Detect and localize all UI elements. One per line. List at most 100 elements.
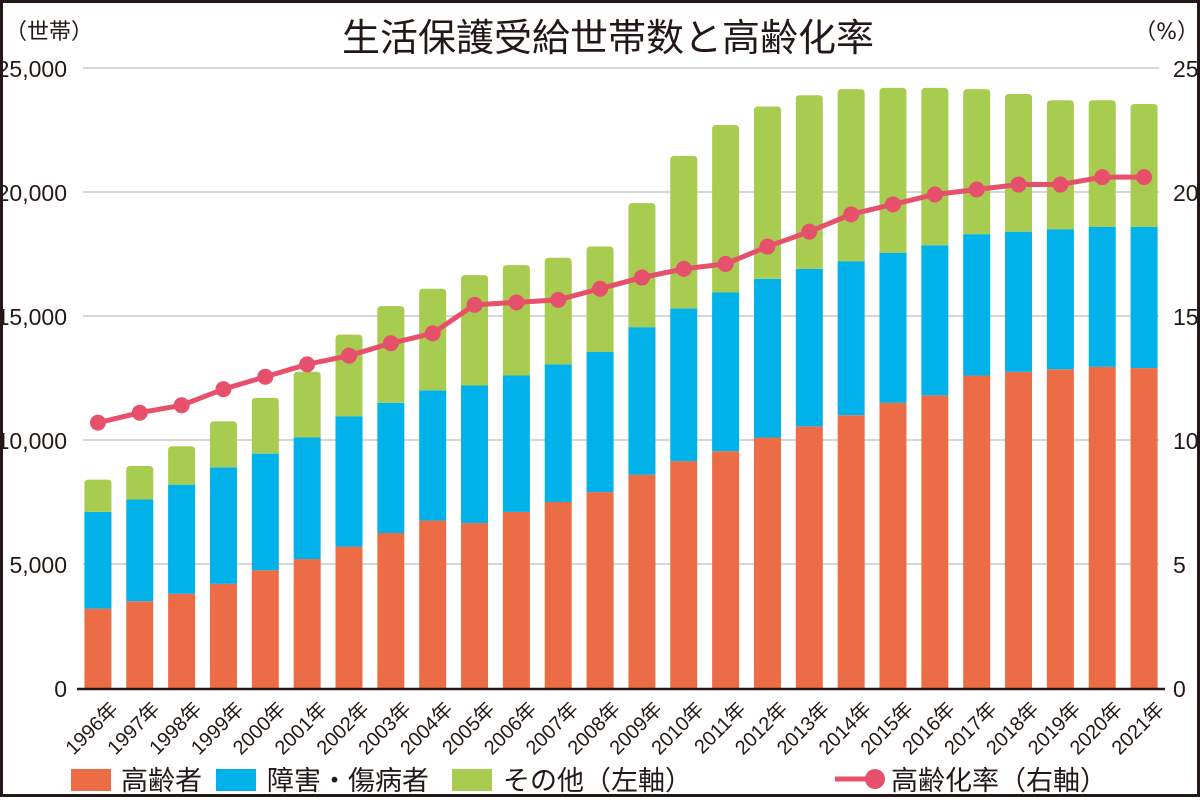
bar-segment-other xyxy=(126,466,154,500)
bar-segment-other xyxy=(879,87,907,253)
legend-label: 障害・傷病者 xyxy=(267,766,429,797)
bar-segment-elderly xyxy=(335,546,363,688)
right-axis-ticks: 0 5 10 15 20 25 xyxy=(1173,56,1199,702)
bar-segment-elderly xyxy=(753,437,781,688)
left-tick-label: 20,000 xyxy=(3,180,67,206)
bar-segment-disabled xyxy=(502,375,530,512)
left-axis-ticks: 0 5,000 10,000 15,000 20,000 25,000 xyxy=(3,56,67,702)
rate-marker xyxy=(843,206,860,223)
bar-segment-disabled xyxy=(628,327,656,475)
bar-segment-elderly xyxy=(168,593,196,688)
legend-item: その他（左軸） xyxy=(452,766,692,797)
bar-segment-other xyxy=(502,265,530,376)
bar-segment-disabled xyxy=(126,499,154,602)
stacked-bar-line-chart: 生活保護受給世帯数と高齢化率 （世帯） （%） 0 5,000 10,000 15,0… xyxy=(3,16,1199,797)
bar-segment-elderly xyxy=(502,511,530,688)
bar-segment-disabled xyxy=(1046,229,1074,370)
bar-segment-elderly xyxy=(963,375,991,688)
bar-segment-other xyxy=(168,446,196,485)
bar-segment-other xyxy=(921,87,949,246)
bar-segment-elderly xyxy=(586,492,614,688)
bar-stack xyxy=(293,371,321,688)
bar-segment-elderly xyxy=(461,523,489,688)
bar-segment-other xyxy=(628,203,656,328)
rate-marker xyxy=(257,368,274,385)
right-tick-label: 25 xyxy=(1173,56,1199,82)
rate-marker xyxy=(341,347,357,364)
rate-marker xyxy=(550,291,567,308)
bar-segment-disabled xyxy=(1005,231,1033,372)
bar-stack xyxy=(335,334,363,688)
bar-segment-other xyxy=(670,156,698,309)
bar-stack xyxy=(628,203,656,688)
legend-item: 高齢者 xyxy=(71,766,202,797)
bar-segment-other xyxy=(293,371,321,438)
rate-marker xyxy=(508,294,525,311)
bar-segment-disabled xyxy=(837,261,865,416)
bar-segment-other xyxy=(1130,103,1158,227)
rate-marker xyxy=(1052,176,1069,193)
bar-stack xyxy=(712,125,740,688)
rate-marker xyxy=(1136,169,1153,186)
rate-marker xyxy=(424,325,441,342)
bar-segment-other xyxy=(1005,94,1033,232)
rate-marker xyxy=(801,223,818,240)
bar-segment-other xyxy=(795,95,823,269)
rate-marker xyxy=(926,186,943,203)
legend-swatch xyxy=(452,769,492,791)
bar-segment-elderly xyxy=(1130,368,1158,688)
bar-stack xyxy=(544,257,572,688)
bar-segment-other xyxy=(251,397,279,454)
bar-segment-elderly xyxy=(921,395,949,688)
bar-stack xyxy=(670,156,698,688)
rate-marker xyxy=(215,381,232,398)
legend-item: 高齢化率（右軸） xyxy=(835,766,1107,797)
bar-segment-disabled xyxy=(1130,226,1158,369)
bar-segment-disabled xyxy=(293,437,321,560)
left-axis-unit: （世帯） xyxy=(5,20,93,45)
rate-marker xyxy=(382,335,399,352)
bar-segment-elderly xyxy=(879,402,907,688)
bar-segment-disabled xyxy=(419,390,447,521)
bar-segment-other xyxy=(712,125,740,293)
rate-marker xyxy=(173,397,190,414)
rate-marker xyxy=(466,296,483,313)
left-tick-label: 15,000 xyxy=(3,304,67,330)
left-tick-label: 10,000 xyxy=(3,428,67,454)
rate-marker xyxy=(1010,176,1027,193)
bar-segment-elderly xyxy=(628,474,656,688)
bars xyxy=(84,87,1158,688)
bar-stack xyxy=(1005,94,1033,688)
rate-marker xyxy=(675,260,692,277)
bar-segment-other xyxy=(1046,100,1074,230)
bar-segment-disabled xyxy=(670,308,698,462)
right-tick-label: 10 xyxy=(1173,428,1199,454)
bar-stack xyxy=(921,87,949,688)
bar-segment-elderly xyxy=(377,533,405,688)
bar-segment-disabled xyxy=(251,453,279,571)
bar-stack xyxy=(126,466,154,688)
bar-stack xyxy=(879,87,907,688)
bar-stack xyxy=(461,275,489,688)
bar-segment-elderly xyxy=(712,451,740,688)
legend-marker-swatch xyxy=(865,769,885,789)
bar-segment-other xyxy=(209,421,237,468)
bar-segment-disabled xyxy=(544,364,572,502)
bar-segment-elderly xyxy=(670,461,698,688)
bar-stack xyxy=(963,89,991,688)
right-tick-label: 20 xyxy=(1173,180,1199,206)
bar-stack xyxy=(168,446,196,688)
bar-stack xyxy=(837,89,865,688)
bar-segment-elderly xyxy=(126,601,154,688)
bar-stack xyxy=(84,479,112,688)
bar-segment-elderly xyxy=(1005,371,1033,688)
legend-swatch xyxy=(71,769,111,791)
chart-title: 生活保護受給世帯数と高齢化率 xyxy=(342,16,874,60)
bar-segment-disabled xyxy=(795,268,823,427)
rate-marker xyxy=(759,238,776,255)
bar-segment-other xyxy=(335,334,363,417)
bar-segment-elderly xyxy=(837,415,865,688)
bar-stack xyxy=(419,288,447,688)
bar-segment-elderly xyxy=(544,502,572,688)
bar-segment-disabled xyxy=(879,252,907,403)
